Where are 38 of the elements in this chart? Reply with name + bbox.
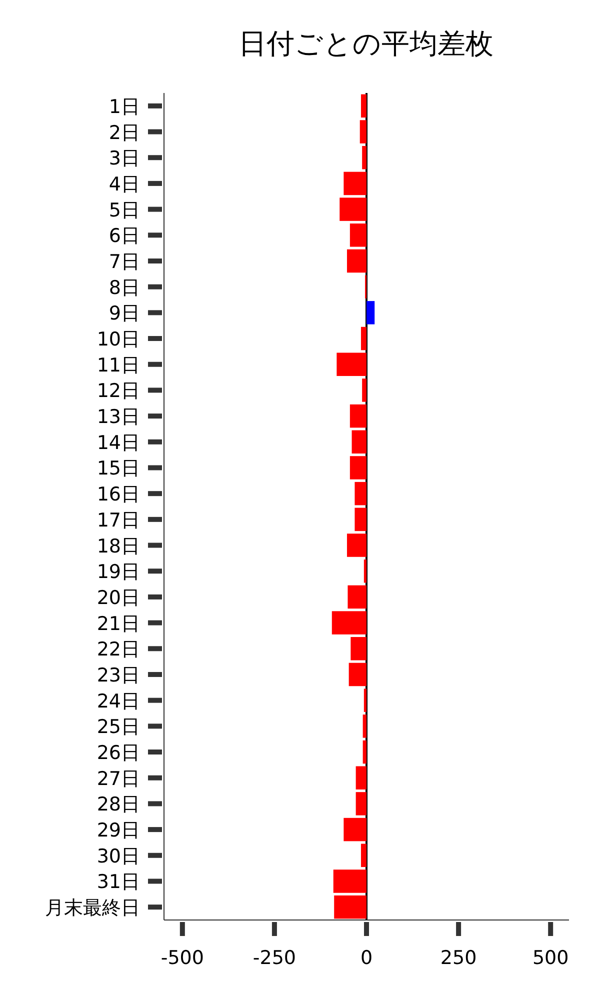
- y-tick-label: 21日: [96, 612, 140, 635]
- y-tick-label: 20日: [96, 586, 140, 609]
- y-tick-label: 7日: [108, 250, 140, 273]
- y-tick-label: 13日: [96, 406, 140, 428]
- y-tick-label: 25日: [96, 716, 140, 738]
- y-tick-label: 19日: [96, 561, 140, 584]
- y-tick-label: 月末最終日: [45, 897, 140, 920]
- x-tick-label: 500: [532, 947, 569, 969]
- y-tick-label: 2日: [108, 122, 140, 144]
- y-tick-label: 28日: [96, 794, 140, 816]
- y-tick-label: 12日: [96, 380, 140, 402]
- y-tick-label: 5日: [108, 199, 140, 222]
- y-tick-label: 1日: [108, 96, 140, 118]
- y-tick-label: 3日: [108, 148, 140, 170]
- y-tick-label: 14日: [96, 432, 140, 454]
- y-tick-label: 22日: [96, 638, 140, 661]
- chart-title: 日付ごとの平均差枚: [238, 27, 494, 60]
- y-tick-label: 8日: [108, 276, 140, 299]
- y-tick-label: 17日: [96, 509, 140, 532]
- y-tick-label: 26日: [96, 742, 140, 764]
- y-tick-label: 31日: [96, 871, 140, 894]
- y-tick-label: 9日: [108, 302, 140, 325]
- y-tick-label: 29日: [96, 820, 140, 842]
- y-tick-label: 18日: [96, 535, 140, 558]
- y-tick-label: 4日: [108, 173, 140, 196]
- y-tick-label: 27日: [96, 768, 140, 790]
- x-tick-label: -500: [160, 947, 204, 969]
- y-tick-label: 24日: [96, 690, 140, 712]
- y-tick-label: 30日: [96, 845, 140, 868]
- y-tick-label: 23日: [96, 664, 140, 686]
- x-tick-label: -250: [252, 947, 296, 969]
- y-tick-label: 6日: [108, 225, 140, 248]
- x-tick-label: 250: [440, 947, 477, 969]
- y-tick-label: 11日: [96, 354, 140, 376]
- y-tick-label: 15日: [96, 458, 140, 480]
- x-tick-label: 0: [360, 947, 373, 969]
- y-tick-label: 10日: [96, 328, 140, 351]
- y-tick-label: 16日: [96, 484, 140, 506]
